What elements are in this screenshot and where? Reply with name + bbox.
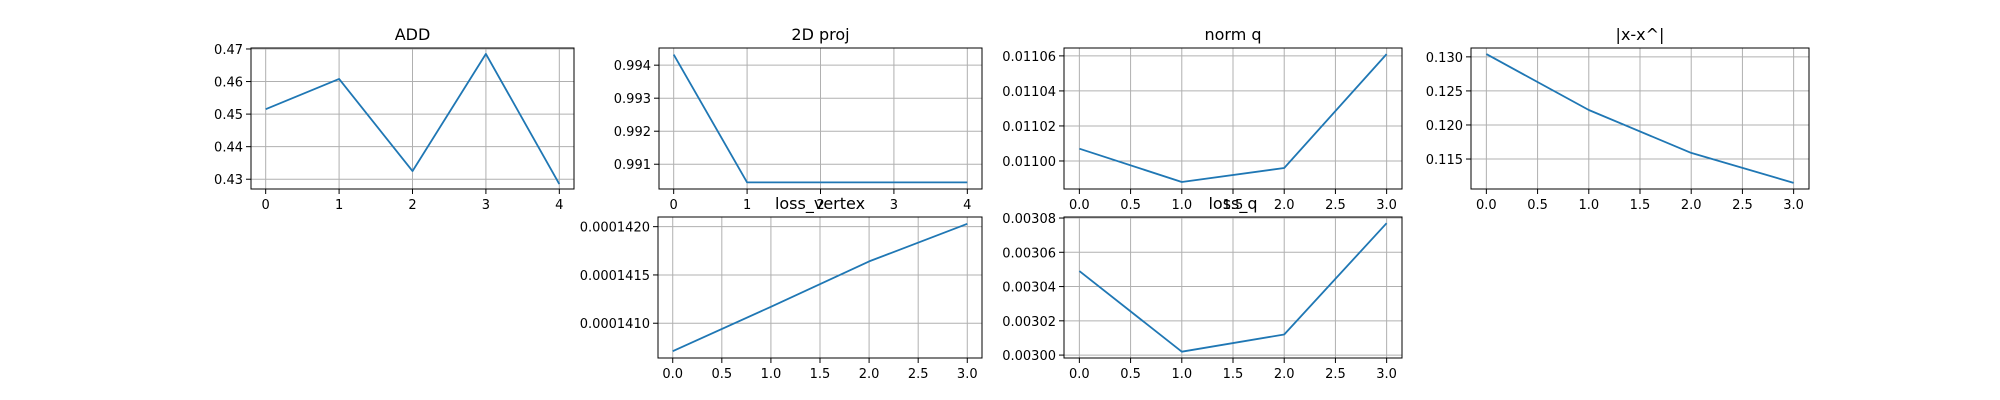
x-tick-label: 0.5: [711, 367, 732, 382]
axes-frame: [250, 47, 575, 190]
x-tick-label: 0.0: [1069, 367, 1090, 382]
subplot-3: 0.0 0.5 1.0 1.5 2.0 2.5 3.0 0.115 0.120 0.125 0.13…: [1426, 25, 1810, 213]
x-tick-label: 3: [890, 198, 898, 213]
chart-title: ADD: [395, 25, 431, 44]
x-tick-label: 2.0: [859, 367, 880, 382]
y-tick-label: 0.0001410: [580, 317, 650, 332]
series-line: [265, 53, 561, 185]
x-tick-label: 3.0: [1376, 367, 1397, 382]
chart-title: norm q: [1204, 25, 1261, 44]
x-tick-label: 1: [335, 198, 343, 213]
x-tick-label: 0: [670, 198, 678, 213]
x-tick-label: 2.0: [1681, 198, 1702, 213]
x-tick-label: 2: [408, 198, 416, 213]
axes-frame: [1063, 216, 1403, 359]
y-tick-label: 0.00300: [1002, 349, 1056, 364]
subplot-4: 0.0 0.5 1.0 1.5 2.0 2.5 3.0 0.0001410 0.0001415 0…: [580, 194, 983, 382]
y-tick-label: 0.00306: [1002, 246, 1056, 261]
x-tick-label: 0.0: [1476, 198, 1497, 213]
y-tick-label: 0.01104: [1002, 85, 1056, 100]
y-tick-label: 0.991: [614, 158, 651, 173]
y-tick-label: 0.994: [614, 59, 651, 74]
y-tick-label: 0.00304: [1002, 281, 1056, 296]
y-tick-label: 0.993: [614, 92, 651, 107]
axes-frame: [658, 47, 983, 190]
y-tick-label: 0.125: [1426, 85, 1463, 100]
subplot-5: 0.0 0.5 1.0 1.5 2.0 2.5 3.0 0.00300 0.00302 0.003…: [1002, 194, 1403, 382]
x-tick-label: 4: [963, 198, 971, 213]
x-tick-label: 1.0: [761, 367, 782, 382]
y-tick-label: 0.0001420: [580, 221, 650, 236]
x-tick-label: 3: [482, 198, 490, 213]
series-line: [672, 54, 968, 184]
series-line: [672, 222, 968, 353]
subplot-1: 0 1 2 3 4 0.991 0.992 0.993 0.994 2D proj: [614, 25, 983, 213]
y-tick-label: 0.01102: [1002, 120, 1056, 135]
x-tick-label: 4: [555, 198, 563, 213]
subplot-2: 0.0 0.5 1.0 1.5 2.0 2.5 3.0 0.01100 0.01102 0.011…: [1002, 25, 1403, 213]
y-tick-label: 0.45: [214, 108, 243, 123]
y-tick-label: 0.992: [614, 125, 651, 140]
x-tick-label: 1.0: [1171, 198, 1192, 213]
x-tick-label: 1.0: [1578, 198, 1599, 213]
x-tick-label: 0.5: [1120, 367, 1141, 382]
axes-frame: [1470, 47, 1810, 190]
y-tick-label: 0.120: [1426, 119, 1463, 134]
subplot-0: 0 1 2 3 4 0.43 0.44 0.45 0.46 0.47 ADD: [214, 25, 575, 213]
x-tick-label: 2.5: [1325, 198, 1346, 213]
x-tick-label: 2.5: [1325, 367, 1346, 382]
x-tick-label: 1: [743, 198, 751, 213]
x-tick-label: 2.0: [1274, 367, 1295, 382]
y-tick-label: 0.47: [214, 43, 243, 58]
series-line: [1485, 53, 1794, 184]
series-line: [1078, 222, 1388, 353]
x-tick-label: 0.5: [1120, 198, 1141, 213]
x-tick-label: 1.5: [1630, 198, 1651, 213]
y-tick-label: 0.46: [214, 76, 243, 91]
y-tick-label: 0.44: [214, 141, 243, 156]
x-tick-label: 1.5: [810, 367, 831, 382]
y-tick-label: 0.00308: [1002, 212, 1056, 227]
axes-frame: [1063, 47, 1403, 190]
x-tick-label: 2.5: [1732, 198, 1753, 213]
y-tick-label: 0.01106: [1002, 50, 1056, 65]
x-tick-label: 3.0: [1783, 198, 1804, 213]
x-tick-label: 0: [262, 198, 270, 213]
chart-title: loss_q: [1208, 194, 1257, 214]
x-tick-label: 0.0: [662, 367, 683, 382]
chart-title: |x-x^|: [1616, 25, 1665, 44]
x-tick-label: 2.5: [908, 367, 929, 382]
x-tick-label: 2.0: [1274, 198, 1295, 213]
y-tick-label: 0.00302: [1002, 315, 1056, 330]
y-tick-label: 0.130: [1426, 51, 1463, 66]
x-tick-label: 3.0: [1376, 198, 1397, 213]
series-line: [1079, 53, 1388, 183]
x-tick-label: 3.0: [957, 367, 978, 382]
y-tick-label: 0.115: [1426, 153, 1463, 168]
x-tick-label: 1.5: [1223, 367, 1244, 382]
y-tick-label: 0.0001415: [580, 269, 650, 284]
chart-title: loss_vertex: [775, 194, 865, 214]
y-tick-label: 0.01100: [1002, 155, 1056, 170]
x-tick-label: 1.0: [1171, 367, 1192, 382]
y-tick-label: 0.43: [214, 173, 243, 188]
x-tick-label: 1.5: [1223, 198, 1244, 213]
x-tick-label: 2: [816, 198, 824, 213]
x-tick-label: 0.5: [1527, 198, 1548, 213]
axes-frame: [657, 216, 983, 359]
x-tick-label: 0.0: [1069, 198, 1090, 213]
chart-title: 2D proj: [791, 25, 849, 44]
